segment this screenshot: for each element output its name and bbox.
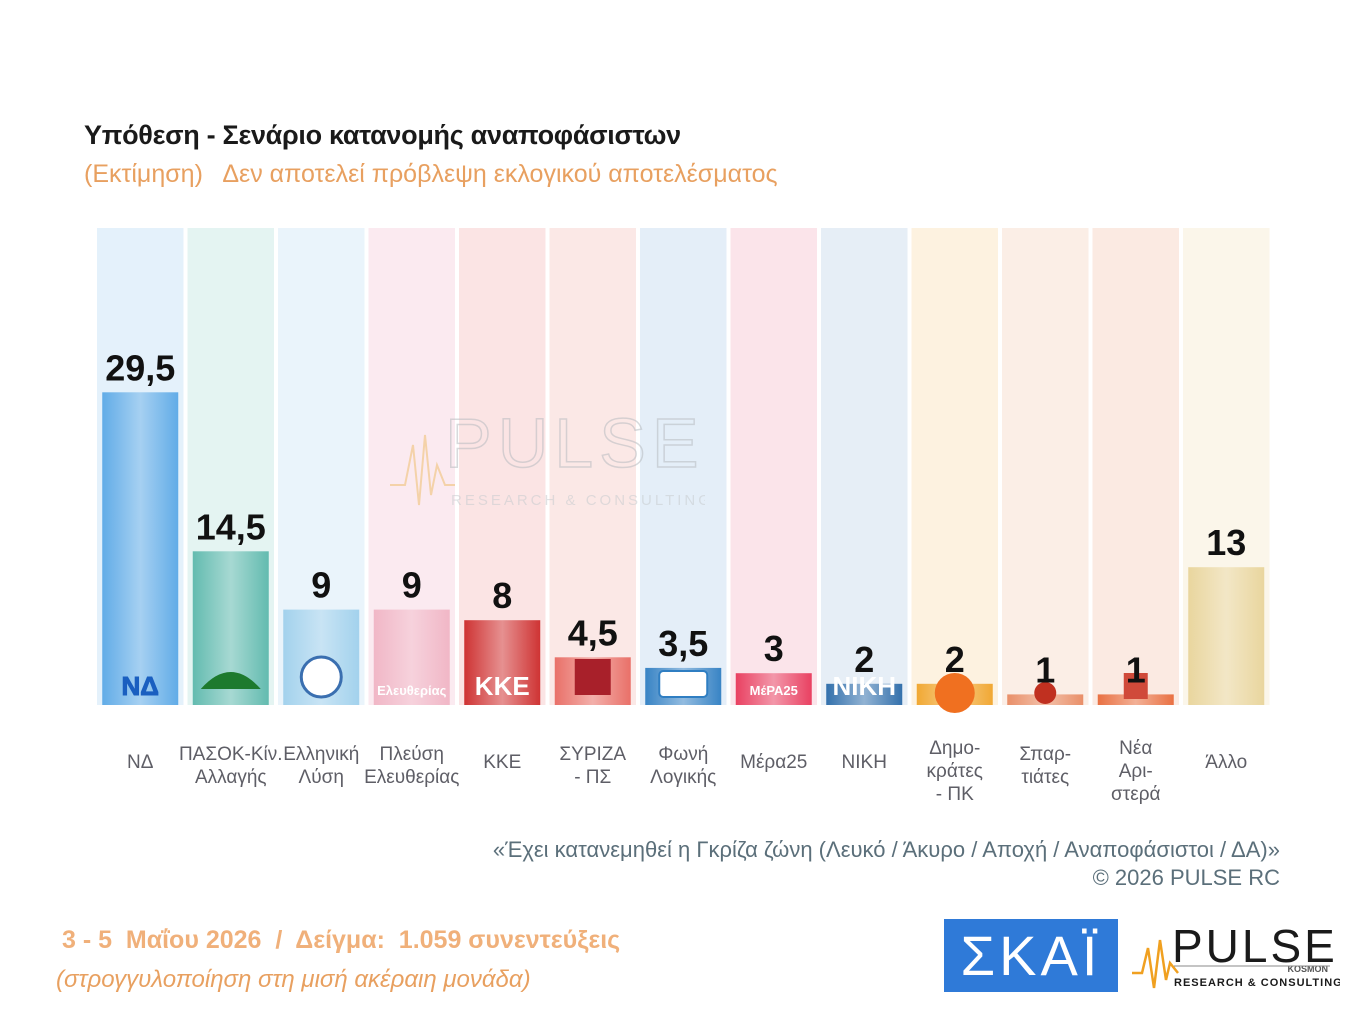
- bar-12: [1188, 567, 1265, 705]
- value-label-12: 13: [1206, 522, 1246, 563]
- category-label-3-1: Ελευθερίας: [364, 767, 459, 788]
- category-label-1-1: Αλλαγής: [195, 767, 267, 788]
- survey-dates: 3 - 5 Μαΐου 2026 / Δείγμα: 1.059 συνεντε…: [62, 926, 621, 954]
- category-label-1-0: ΠΑΣΟΚ-Κίν.: [179, 744, 283, 765]
- value-label-1: 14,5: [196, 506, 266, 547]
- category-label-6-1: Λογικής: [650, 767, 716, 788]
- footnote: «Έχει κατανεμηθεί η Γκρίζα ζώνη (Λευκό /…: [493, 836, 1280, 892]
- nea-aristera-logo-icon: [1123, 673, 1148, 699]
- pulse-watermark: PULSE RESEARCH & CONSULTING: [390, 405, 705, 509]
- bar-logo-text-0: ΝΔ: [122, 671, 159, 701]
- value-label-5: 4,5: [568, 612, 618, 653]
- category-label-3-0: Πλεύση: [380, 744, 444, 765]
- value-label-6: 3,5: [658, 623, 708, 664]
- category-label-0-0: ΝΔ: [127, 752, 154, 773]
- pulse-logo-text: PULSE: [1172, 920, 1338, 972]
- column-background: [730, 228, 817, 705]
- bar-logo-text-7: ΜέΡΑ25: [750, 683, 798, 698]
- chart-subtitle: (Εκτίμηση) Δεν αποτελεί πρόβλεψη εκλογικ…: [84, 160, 778, 188]
- category-label-12-0: Άλλο: [1205, 752, 1247, 773]
- value-label-0: 29,5: [105, 347, 175, 388]
- foni-logikis-logo-icon: [658, 670, 709, 698]
- watermark-subtext: RESEARCH & CONSULTING: [451, 492, 705, 509]
- category-label-11-1: Αρι-: [1119, 761, 1153, 782]
- chart-title: Υπόθεση - Σενάριο κατανομής αναποφάσιστω…: [84, 120, 681, 150]
- pulse-logo-subtext: RESEARCH & CONSULTING: [1174, 977, 1340, 989]
- category-label-9-2: - ΠΚ: [936, 784, 974, 805]
- pulse-logo: PULSE KOSMON RESEARCH & CONSULTING: [1132, 920, 1340, 989]
- syriza-logo-icon: [574, 659, 611, 695]
- column-background: [1002, 228, 1089, 705]
- rounding-note: (στρογγυλοποίηση στη μισή ακέραιη μονάδα…: [56, 966, 531, 993]
- pasok-logo-icon: [200, 672, 261, 689]
- category-label-7-0: Μέρα25: [740, 752, 807, 773]
- category-label-9-1: κράτες: [927, 761, 983, 782]
- bar-4: [464, 620, 541, 705]
- skai-logo-text: ΣΚΑΪ: [961, 924, 1102, 987]
- value-label-8: 2: [854, 639, 874, 680]
- category-label-5-1: - ΠΣ: [574, 767, 611, 788]
- category-label-10-1: τιάτες: [1021, 767, 1069, 788]
- watermark-text: PULSE: [445, 405, 705, 482]
- category-label-5-0: ΣΥΡΙΖΑ: [559, 744, 626, 765]
- category-label-11-2: στερά: [1111, 784, 1161, 805]
- category-label-6-0: Φωνή: [658, 744, 708, 765]
- value-label-3: 9: [402, 565, 422, 606]
- bar-logo-text-3: Ελευθερίας: [377, 683, 446, 698]
- category-label-8-0: ΝΙΚΗ: [842, 752, 887, 773]
- footnote-line-1: «Έχει κατανεμηθεί η Γκρίζα ζώνη (Λευκό /…: [492, 837, 1280, 862]
- bar-8: [826, 683, 903, 705]
- bar-logo-text-8: ΝΙΚΗ: [832, 671, 896, 701]
- value-label-11: 1: [1126, 649, 1146, 690]
- value-label-10: 1: [1035, 649, 1055, 690]
- spartiates-logo-icon: [1034, 682, 1057, 704]
- column-background: [1092, 228, 1179, 705]
- category-label-4-0: ΚΚΕ: [483, 752, 521, 773]
- column-background: [640, 228, 727, 705]
- category-label-11-0: Νέα: [1119, 738, 1152, 759]
- elliniki-lysi-logo-icon: [299, 655, 343, 699]
- dimokrates-logo-icon: [934, 673, 975, 713]
- category-label-10-0: Σπαρ-: [1019, 744, 1071, 765]
- value-label-7: 3: [764, 628, 784, 669]
- bar-11: [1097, 694, 1174, 705]
- column-background: [911, 228, 998, 705]
- footnote-copyright: © 2026 PULSE RC: [1092, 865, 1280, 890]
- value-label-9: 2: [945, 639, 965, 680]
- value-label-4: 8: [492, 575, 512, 616]
- bar-0: [102, 392, 179, 705]
- category-label-2-0: Ελληνική: [283, 744, 359, 765]
- pulse-logo-small: KOSMON: [1288, 964, 1329, 974]
- column-background: [821, 228, 908, 705]
- category-label-9-0: Δημο-: [929, 738, 980, 759]
- bar-7: [735, 673, 812, 705]
- bar-logo-text-4: ΚΚΕ: [475, 671, 530, 701]
- skai-logo: ΣΚΑΪ: [944, 919, 1118, 992]
- bar-3: [373, 609, 450, 705]
- bar-chart: ΝΔ29,5ΝΔ14,5ΠΑΣΟΚ-Κίν.Αλλαγής9ΕλληνικήΛύ…: [97, 228, 1270, 805]
- category-label-2-1: Λύση: [299, 767, 344, 788]
- column-background: [549, 228, 636, 705]
- value-label-2: 9: [311, 565, 331, 606]
